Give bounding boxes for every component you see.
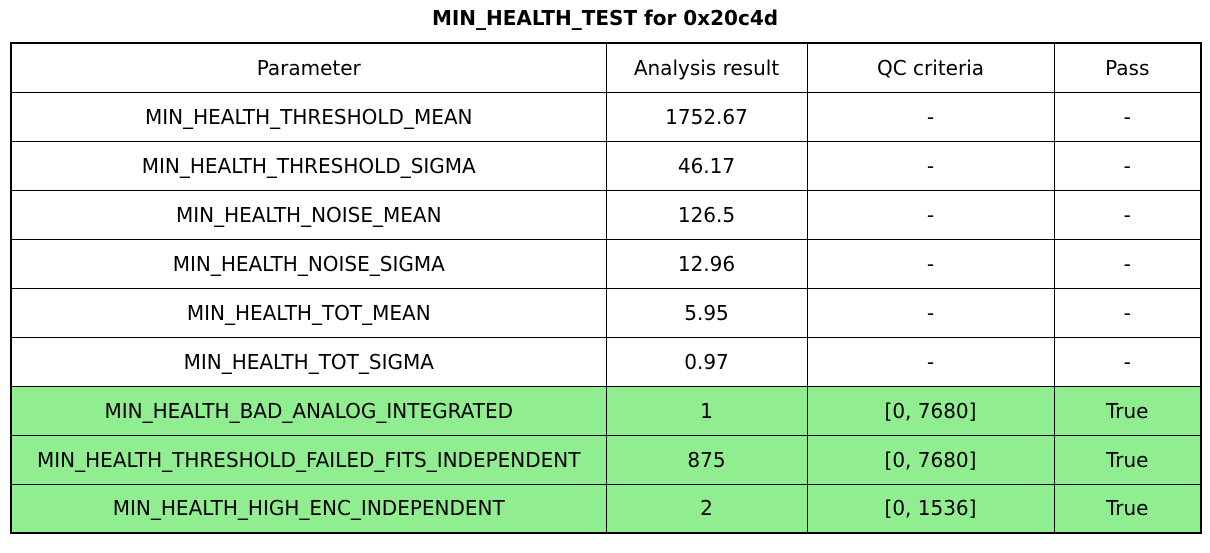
cell-pass: -	[1053, 238, 1202, 289]
column-header-qc-criteria: QC criteria	[806, 42, 1055, 93]
column-header-pass: Pass	[1053, 42, 1202, 93]
cell-qc-criteria: [0, 7680]	[806, 385, 1055, 436]
cell-pass: -	[1053, 91, 1202, 142]
cell-parameter: MIN_HEALTH_THRESHOLD_SIGMA	[10, 140, 607, 191]
cell-pass: -	[1053, 189, 1202, 240]
table-row: MIN_HEALTH_TOT_SIGMA 0.97 - -	[10, 336, 1202, 387]
cell-qc-criteria: -	[806, 238, 1055, 289]
table-row: MIN_HEALTH_NOISE_SIGMA 12.96 - -	[10, 238, 1202, 289]
cell-qc-criteria: -	[806, 140, 1055, 191]
header-row: Parameter Analysis result QC criteria Pa…	[10, 42, 1202, 93]
cell-analysis-result: 1752.67	[605, 91, 808, 142]
cell-qc-criteria: -	[806, 287, 1055, 338]
table-row: MIN_HEALTH_BAD_ANALOG_INTEGRATED 1 [0, 7…	[10, 385, 1202, 436]
cell-analysis-result: 1	[605, 385, 808, 436]
table-row: MIN_HEALTH_THRESHOLD_MEAN 1752.67 - -	[10, 91, 1202, 142]
cell-parameter: MIN_HEALTH_TOT_SIGMA	[10, 336, 607, 387]
cell-qc-criteria: -	[806, 91, 1055, 142]
cell-analysis-result: 12.96	[605, 238, 808, 289]
cell-parameter: MIN_HEALTH_NOISE_SIGMA	[10, 238, 607, 289]
cell-qc-criteria: [0, 1536]	[806, 483, 1055, 534]
cell-analysis-result: 0.97	[605, 336, 808, 387]
cell-qc-criteria: [0, 7680]	[806, 434, 1055, 485]
cell-analysis-result: 2	[605, 483, 808, 534]
cell-parameter: MIN_HEALTH_THRESHOLD_FAILED_FITS_INDEPEN…	[10, 434, 607, 485]
table-row: MIN_HEALTH_THRESHOLD_SIGMA 46.17 - -	[10, 140, 1202, 191]
cell-pass: -	[1053, 336, 1202, 387]
cell-pass: True	[1053, 385, 1202, 436]
cell-parameter: MIN_HEALTH_TOT_MEAN	[10, 287, 607, 338]
cell-analysis-result: 875	[605, 434, 808, 485]
cell-parameter: MIN_HEALTH_HIGH_ENC_INDEPENDENT	[10, 483, 607, 534]
cell-pass: -	[1053, 140, 1202, 191]
cell-qc-criteria: -	[806, 189, 1055, 240]
cell-analysis-result: 5.95	[605, 287, 808, 338]
cell-qc-criteria: -	[806, 336, 1055, 387]
cell-parameter: MIN_HEALTH_NOISE_MEAN	[10, 189, 607, 240]
cell-parameter: MIN_HEALTH_BAD_ANALOG_INTEGRATED	[10, 385, 607, 436]
table-row: MIN_HEALTH_TOT_MEAN 5.95 - -	[10, 287, 1202, 338]
cell-pass: -	[1053, 287, 1202, 338]
page-title: MIN_HEALTH_TEST for 0x20c4d	[431, 6, 779, 30]
table-row: MIN_HEALTH_THRESHOLD_FAILED_FITS_INDEPEN…	[10, 434, 1202, 485]
column-header-analysis-result: Analysis result	[605, 42, 808, 93]
cell-parameter: MIN_HEALTH_THRESHOLD_MEAN	[10, 91, 607, 142]
table-row: MIN_HEALTH_HIGH_ENC_INDEPENDENT 2 [0, 15…	[10, 483, 1202, 534]
cell-analysis-result: 126.5	[605, 189, 808, 240]
cell-analysis-result: 46.17	[605, 140, 808, 191]
qc-table: Parameter Analysis result QC criteria Pa…	[10, 42, 1202, 534]
column-header-parameter: Parameter	[10, 42, 607, 93]
cell-pass: True	[1053, 483, 1202, 534]
cell-pass: True	[1053, 434, 1202, 485]
table-row: MIN_HEALTH_NOISE_MEAN 126.5 - -	[10, 189, 1202, 240]
